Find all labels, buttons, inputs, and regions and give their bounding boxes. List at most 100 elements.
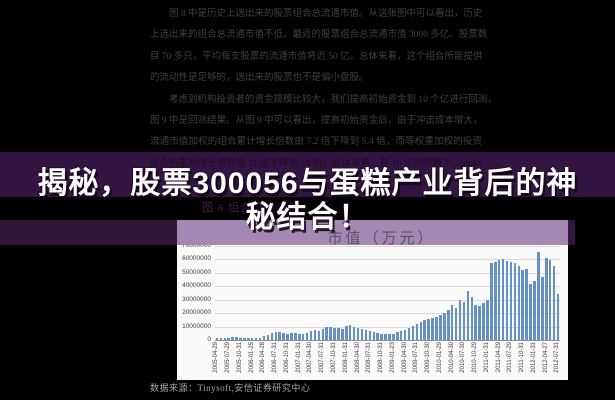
- bar: [388, 333, 391, 340]
- bar: [368, 331, 372, 340]
- bar: [501, 258, 505, 340]
- x-tick-label: 2009-10-30: [425, 342, 432, 373]
- x-tick-label: 2008-01-31: [342, 342, 349, 373]
- x-tick-label: 2011-10-31: [519, 342, 526, 373]
- bar: [529, 283, 532, 340]
- bar: [411, 325, 415, 340]
- x-tick-label: 2010-10-29: [472, 342, 479, 373]
- bar: [278, 331, 281, 340]
- x-tick-label: 2006-10-31: [283, 342, 290, 373]
- bar: [474, 305, 477, 340]
- bar: [250, 338, 254, 340]
- bar: [447, 309, 450, 340]
- chart-title: 市值（万元）: [327, 231, 436, 247]
- x-tick-label: 2010-07-30: [460, 342, 467, 373]
- y-tick-label: 0: [207, 336, 211, 343]
- bar: [435, 316, 438, 340]
- bar: [301, 333, 305, 340]
- x-tick-label: 2010-04-30: [448, 342, 455, 373]
- bar: [541, 276, 544, 340]
- x-tick-label: 2007-01-31: [295, 342, 302, 373]
- bar: [364, 330, 368, 340]
- bar: [482, 303, 485, 340]
- bar: [348, 325, 352, 340]
- bar: [439, 315, 442, 340]
- bar: [309, 331, 313, 340]
- report-text-line: 的流动性是足够的，选出来的股票也不是偏小盘股。: [150, 73, 369, 84]
- bar: [423, 320, 426, 340]
- x-tick-label: 2006-07-31: [272, 342, 279, 373]
- bar: [372, 332, 376, 340]
- bar: [556, 294, 560, 340]
- report-text-line: 图 8 中是历史上选出来的股票组合总流通市值。从这张图中可以看出，历史: [169, 9, 483, 19]
- x-tick-label: 2012-04-27: [542, 342, 549, 373]
- bar: [419, 322, 423, 340]
- x-tick-label: 2006-04-28: [260, 342, 267, 373]
- bar: [337, 327, 340, 340]
- bar: [247, 337, 250, 340]
- x-tick-label: 2008-10-31: [378, 342, 385, 373]
- bar: [525, 269, 528, 340]
- x-tick-label: 2012-01-31: [530, 342, 537, 373]
- bar: [290, 332, 293, 340]
- bar: [266, 335, 270, 340]
- x-tick-label: 2005-07-29: [225, 342, 232, 373]
- x-tick-label: 2009-01-23: [389, 342, 396, 373]
- headline-line1: 揭秘，股票300056与蛋糕产业背后的神: [37, 167, 578, 200]
- x-tick-label: 2006-01-25: [248, 342, 255, 373]
- gridline: [215, 326, 560, 328]
- report-text-line: 考虑到机构投资者的资金规模比较大，我们提高初始资金到 10 个亿进行回测，: [169, 94, 497, 105]
- bar: [494, 261, 497, 340]
- bar: [376, 333, 379, 340]
- bar: [505, 260, 509, 340]
- bar: [294, 333, 297, 340]
- bar: [462, 301, 466, 340]
- y-tick-label: 60000000: [182, 255, 211, 263]
- bar: [548, 259, 552, 340]
- bar: [286, 334, 289, 340]
- bar: [360, 328, 364, 340]
- report-text-line: 流通市值加权的组合累计增长倍数由 7.2 倍下降到 5.4 倍，而等权重加权的投…: [150, 137, 482, 148]
- report-text-line: 目 70 多只，平均每支股票的流通市值将近 50 亿。总体来看，这个组合所能提供: [150, 51, 483, 62]
- x-tick-label: 2009-07-31: [413, 342, 420, 373]
- bar: [325, 327, 328, 340]
- gridline: [215, 286, 560, 288]
- bar: [415, 323, 419, 340]
- bar: [403, 329, 407, 340]
- bar: [533, 281, 536, 340]
- bar: [243, 337, 246, 340]
- x-tick-label: 2011-07-29: [507, 342, 514, 373]
- bar: [384, 334, 387, 340]
- gridline: [215, 299, 560, 301]
- bar: [258, 337, 262, 340]
- y-tick-label: 50000000: [182, 268, 211, 276]
- bar: [380, 333, 383, 340]
- bar: [317, 330, 321, 340]
- bar: [313, 329, 317, 340]
- bar: [470, 296, 474, 340]
- x-tick-label: 2012-07-31: [554, 342, 561, 373]
- x-tick-label: 2007-10-31: [331, 342, 337, 373]
- figure-caption: 图 8 组合流通市值: [202, 202, 300, 214]
- x-tick-label: 2010-01-29: [436, 342, 443, 373]
- bar: [227, 337, 230, 340]
- gridline: [215, 313, 560, 315]
- bar: [321, 328, 325, 340]
- gridline: [215, 246, 560, 247]
- bar: [329, 327, 332, 340]
- x-tick-label: 2009-04-30: [401, 342, 408, 373]
- bar: [356, 327, 360, 340]
- bar: [392, 333, 395, 340]
- bar: [219, 337, 223, 340]
- headline-line2: 秘结合！: [245, 201, 370, 234]
- x-tick-label: 2005-10-31: [236, 342, 243, 373]
- x-tick-label: 2007-07-31: [319, 342, 326, 373]
- x-tick-label: 2008-07-31: [366, 342, 373, 373]
- report-text-line-dimmed: 组合的累积增长倍数由 11 倍下降到 10 倍，总体来看，在 10 亿的规模下，…: [150, 158, 482, 169]
- bar: [239, 337, 242, 340]
- chart-panel: 市值（万元） 0 10000000 20000000 30000000 40000000…: [177, 220, 568, 380]
- x-tick-label: 2011-01-31: [483, 342, 490, 373]
- x-tick-label: 2005-04-29: [213, 342, 220, 373]
- x-tick-label: 2008-04-30: [354, 342, 361, 373]
